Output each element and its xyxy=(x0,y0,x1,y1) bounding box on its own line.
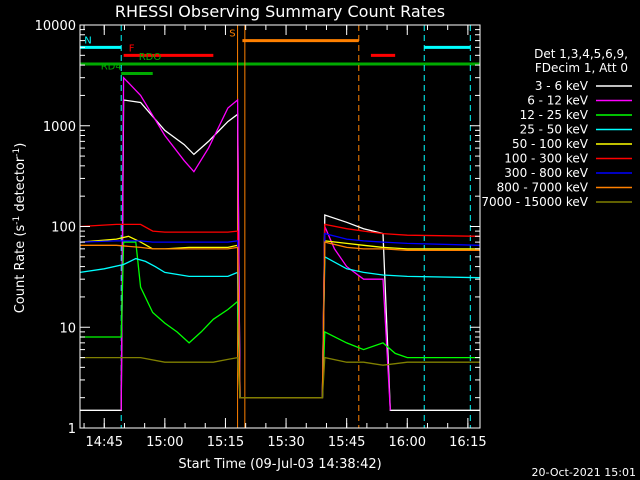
legend-entry-label: 300 - 800 keV xyxy=(504,166,588,180)
series-layer xyxy=(79,76,481,411)
flag-rd4-label: RD4 xyxy=(101,62,122,73)
vlines-layer xyxy=(120,25,471,428)
series-line-4 xyxy=(79,235,480,399)
legend-entry-label: 100 - 300 keV xyxy=(504,152,588,166)
chart-title: RHESSI Observing Summary Count Rates xyxy=(115,2,445,21)
legend: Det 1,3,4,5,6,9,FDecim 1, Att 0 3 - 6 keV… xyxy=(481,47,632,209)
legend-entry-label: 25 - 50 keV xyxy=(520,123,589,137)
plot-frame xyxy=(79,24,481,429)
series-line-3 xyxy=(79,255,481,399)
y-tick-label: 1 xyxy=(68,422,76,437)
x-tick-label: 16:00 xyxy=(389,435,426,450)
flag-f-label: F xyxy=(129,43,135,54)
legend-entry-label: 7000 - 15000 keV xyxy=(481,195,588,209)
x-tick-label: 15:15 xyxy=(207,435,244,450)
series-line-8 xyxy=(80,356,480,399)
legend-entry-label: 12 - 25 keV xyxy=(520,108,589,122)
series-line-2 xyxy=(80,241,480,399)
legend-entry-label: 50 - 100 keV xyxy=(512,137,589,151)
y-tick-label: 1000 xyxy=(43,120,76,135)
legend-entry-label: 3 - 6 keV xyxy=(535,79,589,93)
x-tick-label: 16:15 xyxy=(449,435,486,450)
axes-layer: 1 10 100 1000 10000 14:45 15:00 15:15 15:30 15:45… xyxy=(35,19,487,450)
series-line-5 xyxy=(79,223,481,399)
y-tick-label: 100 xyxy=(51,221,76,236)
flag-rdo-label: RDO xyxy=(139,52,162,63)
series-line-0 xyxy=(80,99,480,411)
y-tick-label: 10 xyxy=(59,321,76,336)
x-tick-label: 15:45 xyxy=(328,435,365,450)
x-axis-label: Start Time (09-Jul-03 14:38:42) xyxy=(178,457,381,472)
y-axis-label: Count Rate (s-1 detector-1) xyxy=(12,143,28,314)
legend-header: Det 1,3,4,5,6,9, xyxy=(534,47,628,61)
legend-entry-label: 6 - 12 keV xyxy=(527,94,589,108)
y-tick-label: 10000 xyxy=(35,19,76,34)
legend-entry-label: 800 - 7000 keV xyxy=(497,181,589,195)
flag-s-label: S xyxy=(229,29,235,40)
series-line-6 xyxy=(79,232,481,399)
flags-layer: N S F RDO RD4 xyxy=(80,29,480,76)
flag-n-label: N xyxy=(84,35,91,46)
legend-header: FDecim 1, Att 0 xyxy=(535,61,628,75)
series-line-1 xyxy=(120,76,391,411)
x-tick-label: 15:00 xyxy=(146,435,183,450)
series-line-7 xyxy=(80,241,480,399)
footer-date: 20-Oct-2021 15:01 xyxy=(532,466,636,479)
x-tick-label: 15:30 xyxy=(267,435,304,450)
x-tick-label: 14:45 xyxy=(86,435,123,450)
